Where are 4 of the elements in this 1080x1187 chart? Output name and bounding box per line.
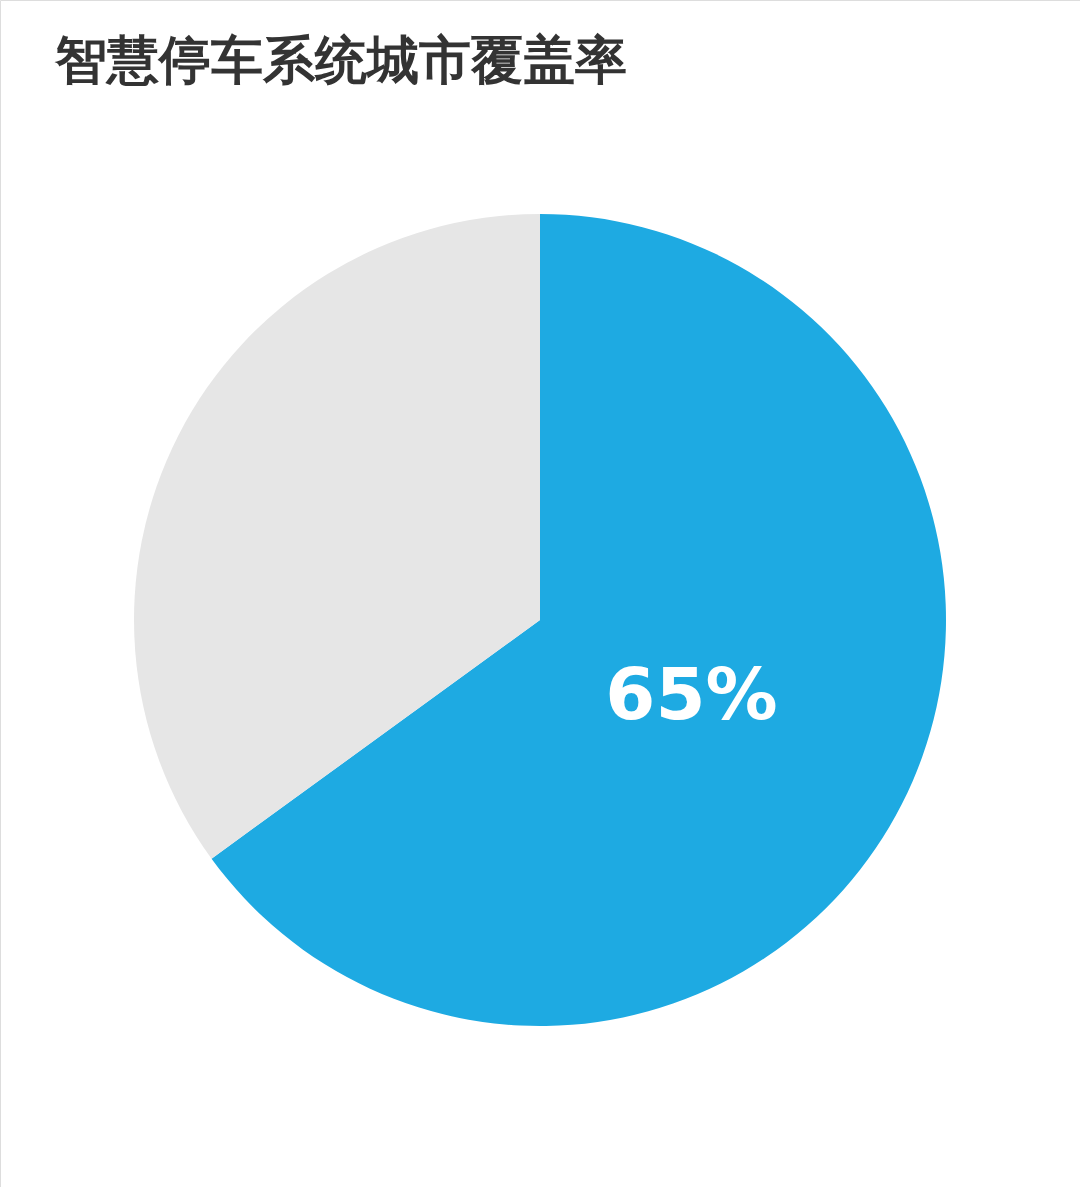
- pie-slice: [134, 214, 540, 859]
- chart-title: 智慧停车系统城市覆盖率: [54, 30, 627, 90]
- data-label: 65%: [605, 652, 778, 737]
- pie-slice: [211, 214, 946, 1026]
